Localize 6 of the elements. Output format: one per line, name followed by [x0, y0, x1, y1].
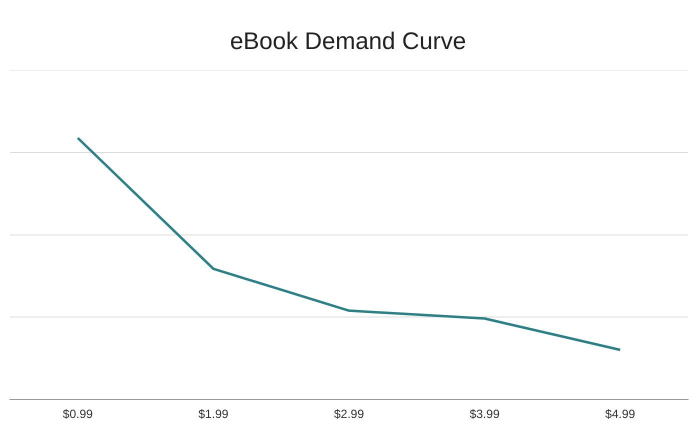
- chart-title: eBook Demand Curve: [228, 28, 468, 56]
- x-tick-label: $2.99: [334, 407, 364, 422]
- x-tick-label: $1.99: [198, 407, 229, 422]
- x-tick-label: $4.99: [605, 407, 636, 422]
- x-tick-label: $3.99: [470, 407, 500, 422]
- x-tick-label: $0.99: [62, 407, 94, 422]
